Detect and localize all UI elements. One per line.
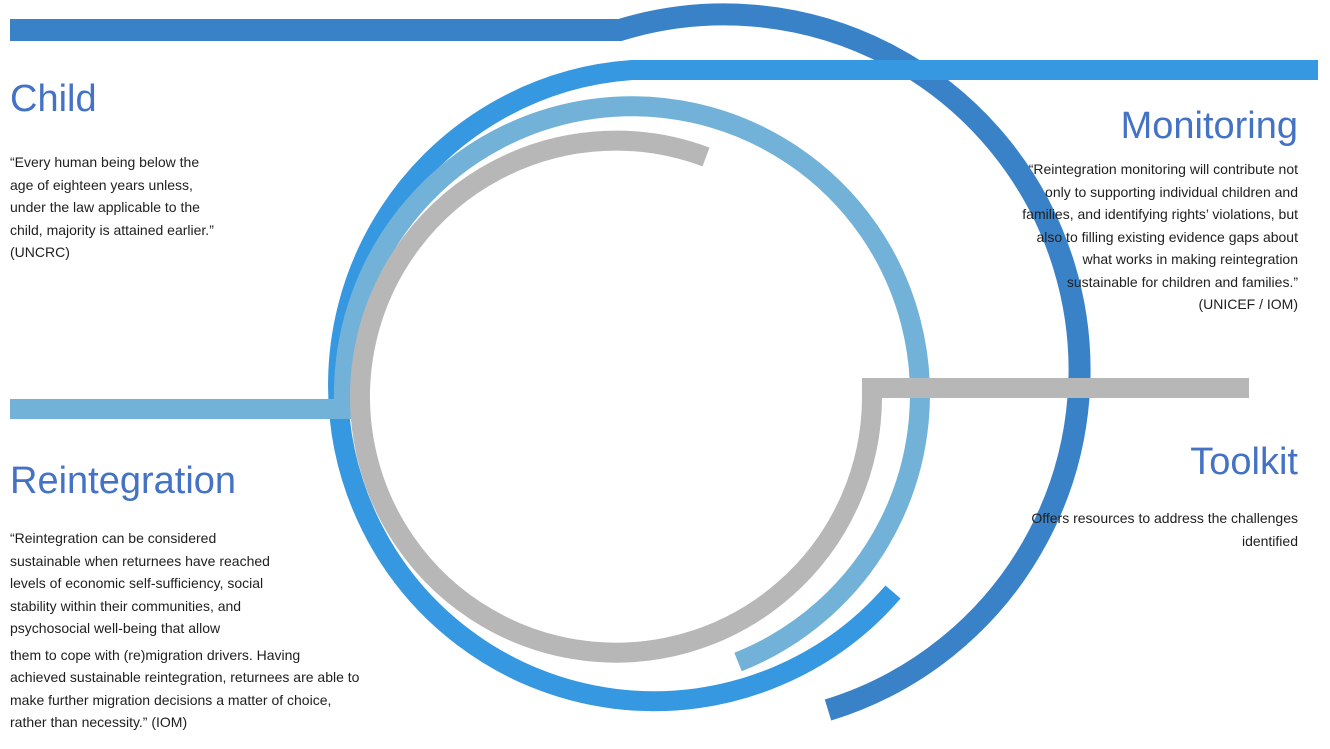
- child-definition-line: (UNCRC): [10, 241, 310, 264]
- monitoring-definition: “Reintegration monitoring will contribut…: [938, 158, 1298, 316]
- toolkit-definition-line: identified: [978, 530, 1298, 553]
- toolkit-definition: Offers resources to address the challeng…: [978, 507, 1298, 552]
- child-definition-line: child, majority is attained earlier.”: [10, 219, 310, 242]
- monitoring-definition-line: “Reintegration monitoring will contribut…: [938, 158, 1298, 181]
- reintegration-heading: Reintegration: [10, 462, 236, 500]
- reintegration-definition: “Reintegration can be considered sustain…: [10, 527, 410, 734]
- child-definition: “Every human being below the age of eigh…: [10, 151, 310, 264]
- child-heading: Child: [10, 80, 97, 118]
- monitoring-definition-line: families, and identifying rights’ violat…: [938, 203, 1298, 226]
- monitoring-definition-line: (UNICEF / IOM): [938, 293, 1298, 316]
- monitoring-definition-line: only to supporting individual children a…: [938, 181, 1298, 204]
- reintegration-definition-line: stability within their communities, and: [10, 595, 410, 618]
- reintegration-definition-line: levels of economic self-sufficiency, soc…: [10, 572, 410, 595]
- reintegration-definition-line: them to cope with (re)migration drivers.…: [10, 644, 410, 667]
- monitoring-definition-line: sustainable for children and families.”: [938, 271, 1298, 294]
- reintegration-definition-line: make further migration decisions a matte…: [10, 689, 410, 712]
- reintegration-definition-line: sustainable when returnees have reached: [10, 550, 410, 573]
- child-definition-line: “Every human being below the: [10, 151, 310, 174]
- toolkit-heading: Toolkit: [1190, 443, 1298, 481]
- monitoring-definition-line: what works in making reintegration: [938, 248, 1298, 271]
- toolkit-definition-line: Offers resources to address the challeng…: [978, 507, 1298, 530]
- reintegration-definition-line: achieved sustainable reintegration, retu…: [10, 666, 410, 689]
- monitoring-heading: Monitoring: [1121, 107, 1298, 145]
- reintegration-definition-line: “Reintegration can be considered: [10, 527, 410, 550]
- monitoring-definition-line: also to filling existing evidence gaps a…: [938, 226, 1298, 249]
- child-definition-line: under the law applicable to the: [10, 196, 310, 219]
- child-definition-line: age of eighteen years unless,: [10, 174, 310, 197]
- reintegration-definition-line: psychosocial well-being that allow: [10, 617, 410, 640]
- reintegration-definition-line: rather than necessity.” (IOM): [10, 711, 410, 734]
